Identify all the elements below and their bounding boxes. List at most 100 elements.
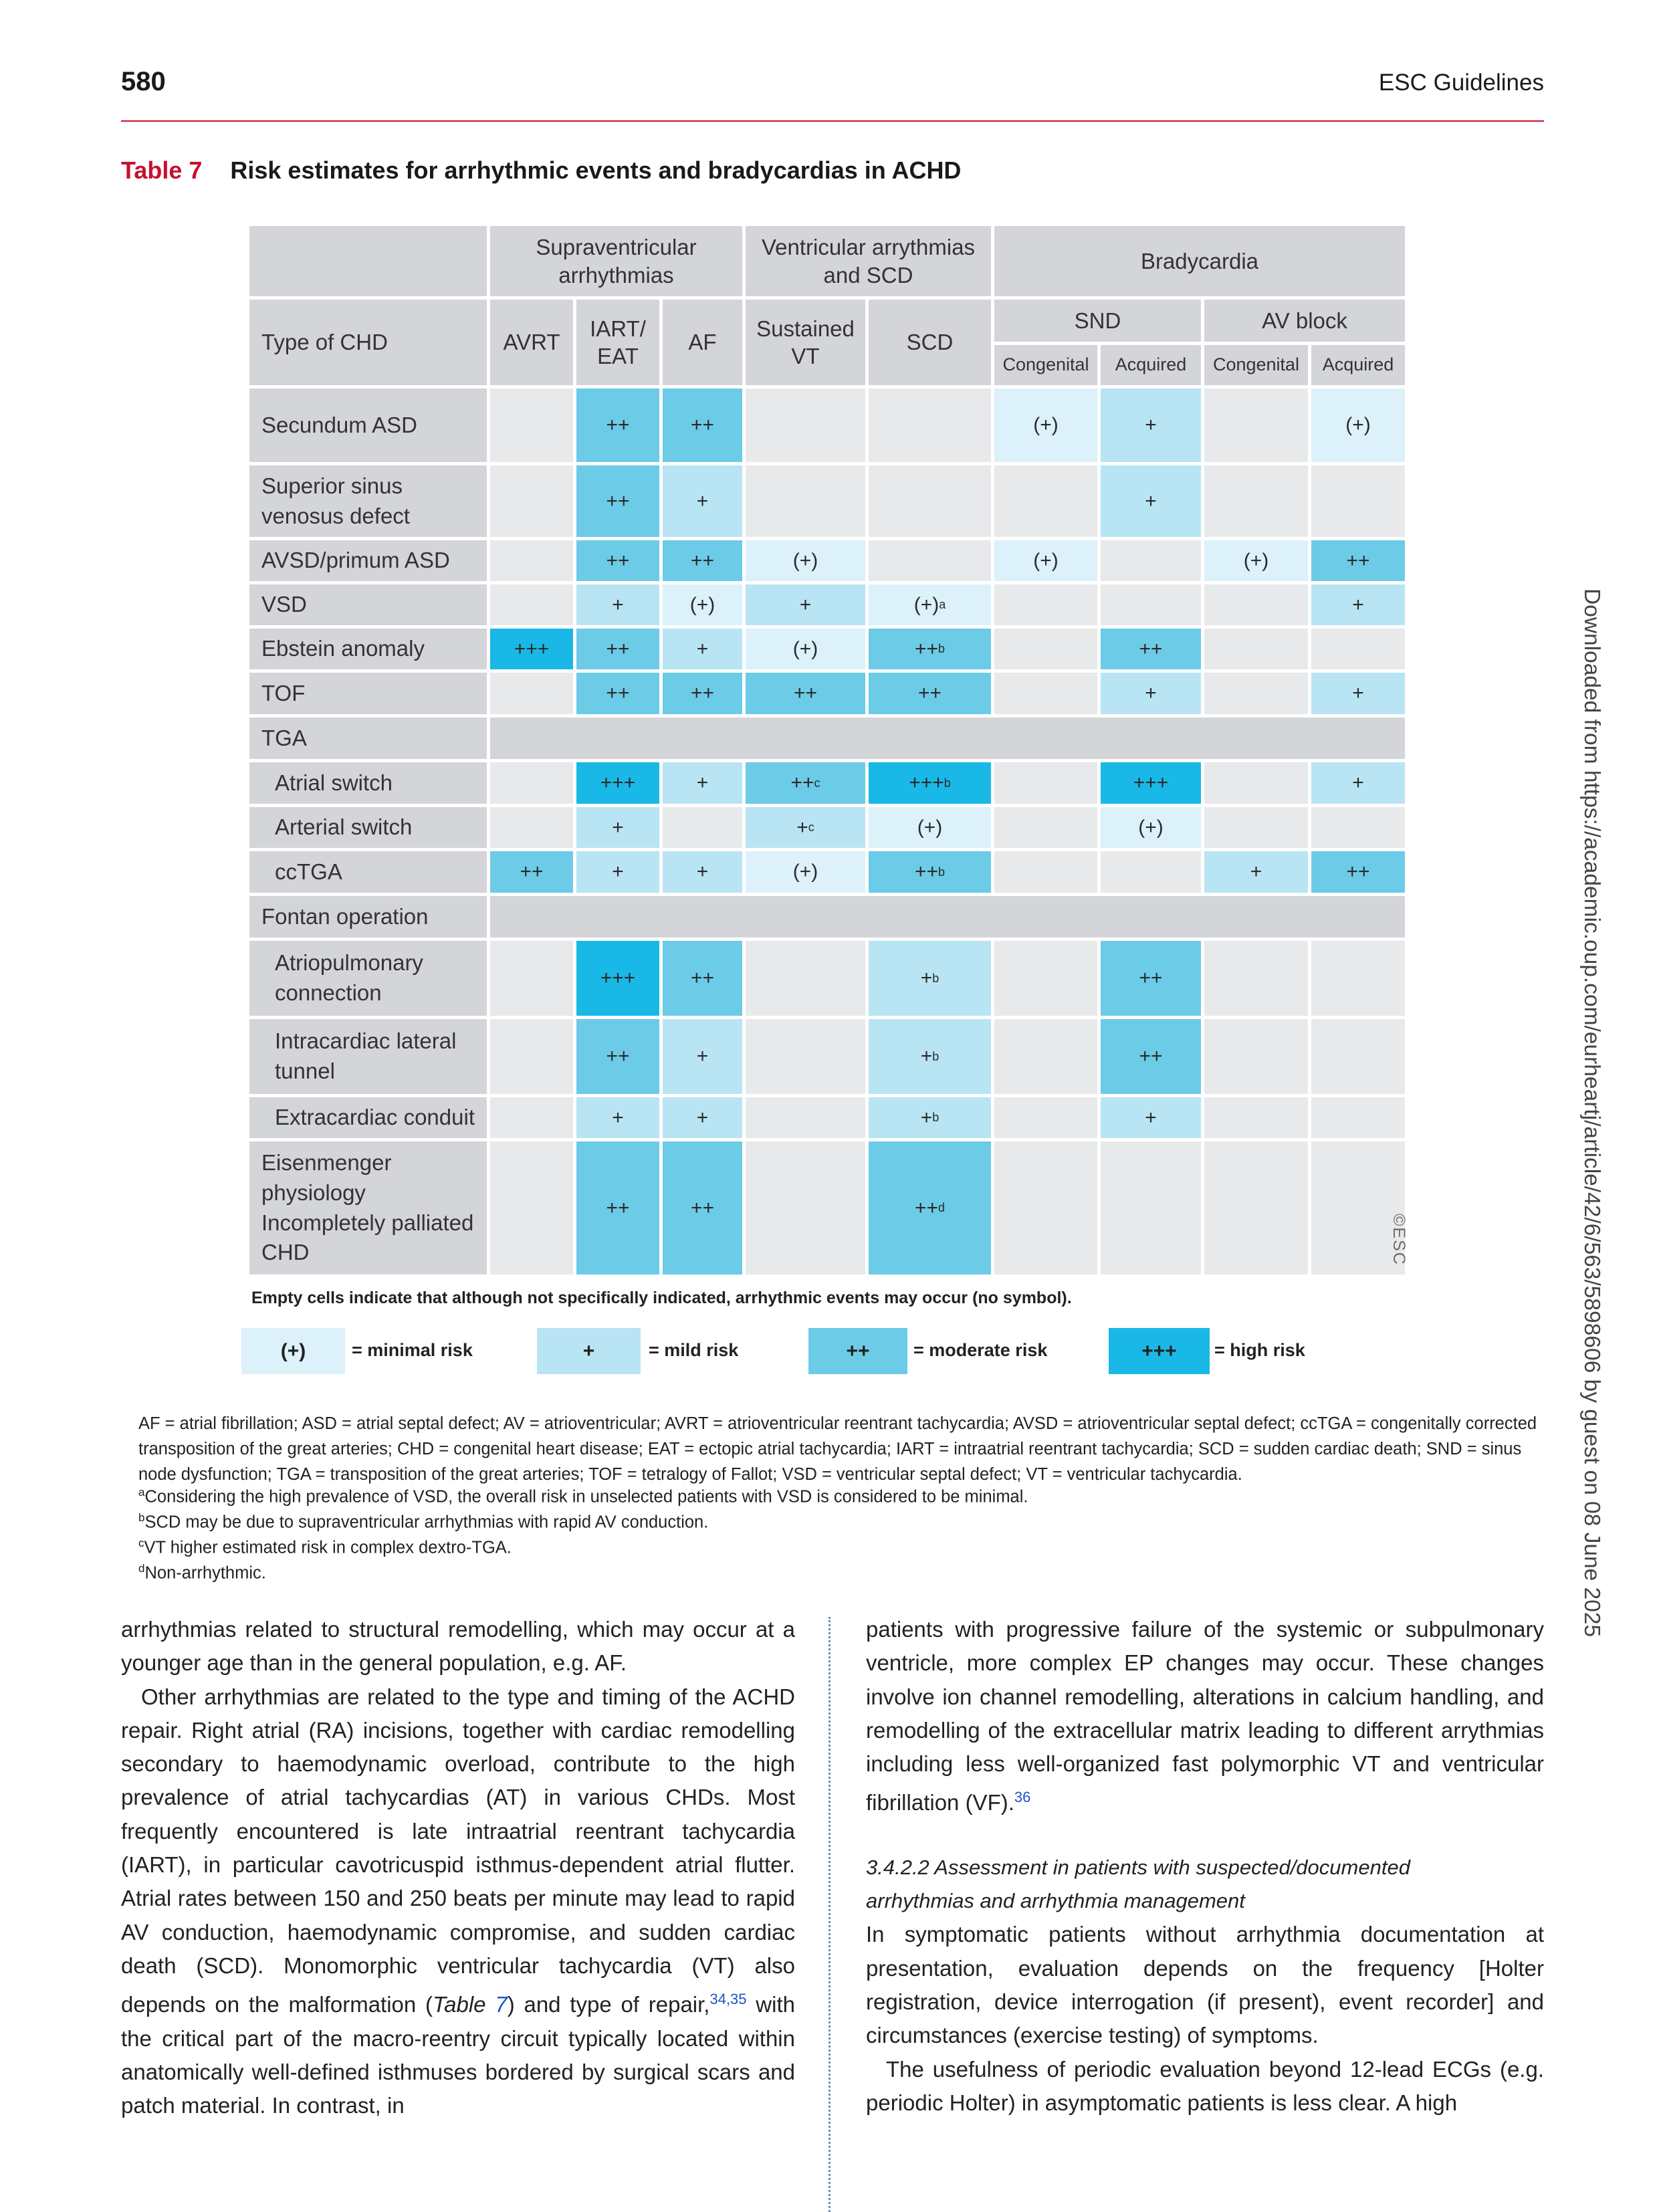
risk-cell [746, 1019, 865, 1094]
risk-cell [746, 1141, 865, 1275]
group-header-supraventricular: Supraventricular arrhythmias [490, 226, 742, 296]
row-label: VSD [249, 584, 487, 625]
risk-cell [746, 1097, 865, 1138]
group-header-bradycardia: Bradycardia [994, 226, 1405, 296]
risk-cell [1101, 540, 1201, 581]
risk-cell [490, 807, 573, 848]
risk-cell: ++ d [869, 1141, 991, 1275]
risk-cell: ++ [1101, 629, 1201, 669]
risk-cell: + [663, 465, 742, 537]
left-paragraph-1: arrhythmias related to structural remode… [121, 1617, 795, 1676]
risk-cell: ++ [663, 673, 742, 714]
legend-minimal-label: = minimal risk [352, 1340, 473, 1360]
table-number: Table 7 [121, 156, 203, 184]
risk-cell: + [663, 629, 742, 669]
row-label: Extracardiac conduit [249, 1097, 487, 1138]
risk-cell: + [576, 1097, 659, 1138]
legend-minimal-swatch: (+) [241, 1328, 345, 1374]
risk-cell [490, 941, 573, 1016]
risk-cell [490, 1097, 573, 1138]
risk-cell: ++ c [746, 762, 865, 804]
running-head: ESC Guidelines [1378, 70, 1544, 96]
risk-cell: + [1101, 1097, 1201, 1138]
risk-cell: ++ [1101, 1019, 1201, 1094]
risk-cell [1311, 465, 1405, 537]
risk-cell: + c [746, 807, 865, 848]
column-header-type: Type of CHD [249, 300, 487, 385]
risk-cell: ++ [576, 540, 659, 581]
row-label: Ebstein anomaly [249, 629, 487, 669]
header-blank [249, 226, 487, 296]
column-header-snd-congenital: Congenital [994, 345, 1097, 385]
reference-link[interactable]: 34,35 [709, 1991, 747, 2008]
risk-cell: +++ [576, 941, 659, 1016]
risk-cell: + [663, 762, 742, 804]
row-label: Arterial switch [249, 807, 487, 848]
column-header-av-acquired: Acquired [1311, 345, 1405, 385]
risk-cell [1311, 807, 1405, 848]
left-column: arrhythmias related to structural remode… [121, 1613, 795, 2122]
right-paragraph-1: patients with progressive failure of the… [866, 1617, 1544, 1815]
table-link[interactable]: Table 7 [433, 1992, 508, 2017]
risk-cell: +++ [1101, 762, 1201, 804]
right-column: patients with progressive failure of the… [866, 1613, 1544, 2120]
risk-cell: (+) [994, 540, 1097, 581]
risk-cell: + [1101, 465, 1201, 537]
risk-cell: + [746, 584, 865, 625]
risk-cell: ++ [576, 465, 659, 537]
column-header-snd-acquired: Acquired [1101, 345, 1201, 385]
risk-cell [1204, 465, 1308, 537]
risk-cell [490, 1141, 573, 1275]
column-header-scd: SCD [869, 300, 991, 385]
risk-cell: ++ [1311, 851, 1405, 893]
group-row-fill [490, 896, 1405, 937]
risk-cell [1311, 1019, 1405, 1094]
risk-cell: ++ [576, 629, 659, 669]
risk-cell [1204, 584, 1308, 625]
risk-cell: + b [869, 941, 991, 1016]
risk-cell [1204, 389, 1308, 462]
risk-cell [490, 762, 573, 804]
risk-cell [1204, 941, 1308, 1016]
risk-cell: (+) [994, 389, 1097, 462]
right-paragraph-3: The usefulness of periodic evaluation be… [866, 2056, 1544, 2115]
legend-moderate-label: = moderate risk [913, 1340, 1048, 1360]
risk-cell: + [576, 584, 659, 625]
table-caption: Table 7 Risk estimates for arrhythmic eve… [121, 156, 961, 185]
risk-cell: +++ b [869, 762, 991, 804]
column-header-snd: SND [994, 300, 1201, 342]
empty-cells-note: Empty cells indicate that although not s… [251, 1289, 1072, 1307]
risk-cell: (+) [746, 540, 865, 581]
risk-cell [869, 389, 991, 462]
risk-cell: + [1101, 673, 1201, 714]
abbreviations: AF = atrial fibrillation; ASD = atrial s… [138, 1414, 1537, 1484]
risk-cell: ++ [576, 673, 659, 714]
footnote-b: bSCD may be due to supraventricular arrh… [138, 1511, 709, 1532]
risk-cell: ++ [663, 1141, 742, 1275]
risk-cell [1311, 1097, 1405, 1138]
esc-mark: ©ESC [1390, 1214, 1408, 1266]
table-title: Risk estimates for arrhythmic events and… [230, 156, 962, 184]
risk-cell [994, 673, 1097, 714]
risk-cell [994, 807, 1097, 848]
risk-cell [490, 673, 573, 714]
risk-cell [746, 389, 865, 462]
risk-cell [1311, 629, 1405, 669]
risk-cell [994, 629, 1097, 669]
risk-cell: ++ [1311, 540, 1405, 581]
left-paragraph-2: Other arrhythmias are related to the typ… [121, 1684, 795, 2118]
row-label: TOF [249, 673, 487, 714]
column-header-av-congenital: Congenital [1204, 345, 1308, 385]
risk-cell: ++ [576, 389, 659, 462]
risk-cell: +++ [490, 629, 573, 669]
risk-cell [1204, 1097, 1308, 1138]
risk-cell [746, 941, 865, 1016]
row-label: ccTGA [249, 851, 487, 893]
risk-cell: ++ [746, 673, 865, 714]
risk-cell: + [1101, 389, 1201, 462]
row-label: Secundum ASD [249, 389, 487, 462]
risk-cell: ++ [576, 1141, 659, 1275]
reference-link[interactable]: 36 [1014, 1789, 1031, 1806]
download-side-note: Downloaded from https://academic.oup.com… [1579, 588, 1604, 1638]
column-header-sustained-vt: Sustained VT [746, 300, 865, 385]
